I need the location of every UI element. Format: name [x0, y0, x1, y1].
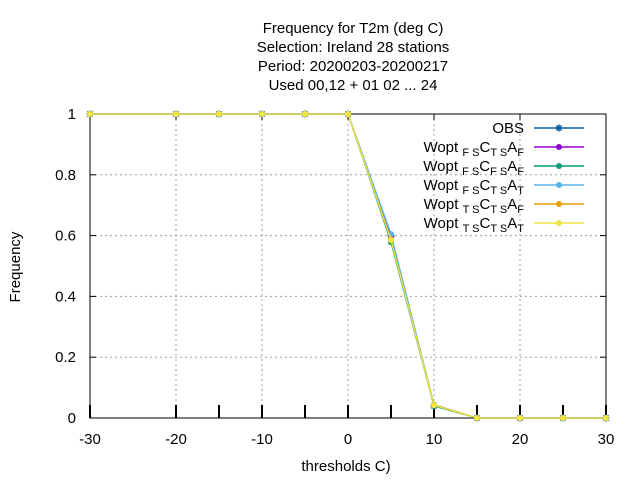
x-tick-label: -20 — [165, 431, 187, 448]
data-point — [259, 111, 265, 117]
legend-item: Wopt F SCT SAT — [423, 177, 584, 197]
legend-swatch-marker — [556, 182, 562, 188]
y-tick-label: 0 — [68, 410, 76, 427]
data-point — [216, 111, 222, 117]
series-line — [90, 113, 606, 419]
grid — [90, 114, 606, 418]
legend-label: Wopt T SCT SAF — [424, 196, 525, 216]
x-tick-labels: -30 -20 -10 0 10 20 30 — [79, 431, 614, 448]
legend-item: Wopt T SCT SAF — [424, 196, 584, 216]
data-point — [560, 415, 566, 421]
title-line: Used 00,12 + 01 02 ... 24 — [269, 77, 438, 94]
data-point — [474, 415, 480, 421]
legend-swatch-marker — [556, 163, 562, 169]
title-line: Period: 20200203-20200217 — [258, 58, 448, 75]
x-tick-label: -10 — [251, 431, 273, 448]
y-tick-label: 0.6 — [55, 228, 76, 245]
x-tick-label: 10 — [426, 431, 443, 448]
y-tick-labels: 0 0.2 0.4 0.6 0.8 1 — [55, 106, 76, 427]
legend-label: Wopt F SCT SAT — [423, 177, 524, 197]
chart-title: Frequency for T2m (deg C) Selection: Irel… — [257, 20, 450, 94]
data-point — [431, 402, 437, 409]
data-point — [517, 415, 523, 421]
x-axis-label: thresholds C) — [301, 458, 390, 475]
y-axis-label: Frequency — [7, 231, 24, 302]
data-point — [603, 415, 609, 421]
series-5 — [87, 111, 609, 421]
legend-label: OBS — [492, 120, 524, 137]
x-tick-label: 20 — [512, 431, 529, 448]
legend-label: Wopt F SCT SAF — [423, 139, 524, 159]
x-tick-label: 0 — [344, 431, 352, 448]
legend-swatch-marker — [556, 144, 562, 150]
legend-swatch-marker — [555, 124, 563, 132]
legend-item: OBS — [492, 120, 584, 137]
legend-label: Wopt T SCT SAT — [424, 215, 525, 235]
legend-label: Wopt F SCF SAF — [423, 158, 524, 178]
data-point — [345, 111, 351, 117]
legend-swatch-marker — [556, 220, 562, 226]
data-series — [86, 110, 610, 422]
y-tick-label: 0.4 — [55, 288, 76, 305]
legend-swatch-marker — [556, 201, 562, 207]
x-tick-label: 30 — [598, 431, 615, 448]
y-tick-label: 1 — [68, 106, 76, 123]
y-tick-label: 0.8 — [55, 167, 76, 184]
legend-item: Wopt T SCT SAT — [424, 215, 584, 235]
x-tick-label: -30 — [79, 431, 101, 448]
y-tick-label: 0.2 — [55, 349, 76, 366]
title-line: Selection: Ireland 28 stations — [257, 39, 450, 56]
data-point — [388, 237, 394, 244]
legend-item: Wopt F SCF SAF — [423, 158, 584, 178]
title-line: Frequency for T2m (deg C) — [263, 20, 444, 37]
data-point — [302, 111, 308, 117]
legend-item: Wopt F SCT SAF — [423, 139, 584, 159]
data-point — [87, 111, 93, 117]
data-point — [173, 111, 179, 117]
